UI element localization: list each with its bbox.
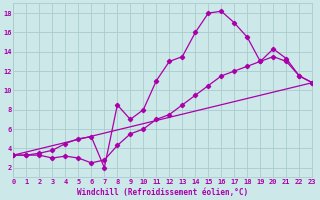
X-axis label: Windchill (Refroidissement éolien,°C): Windchill (Refroidissement éolien,°C)	[77, 188, 248, 197]
